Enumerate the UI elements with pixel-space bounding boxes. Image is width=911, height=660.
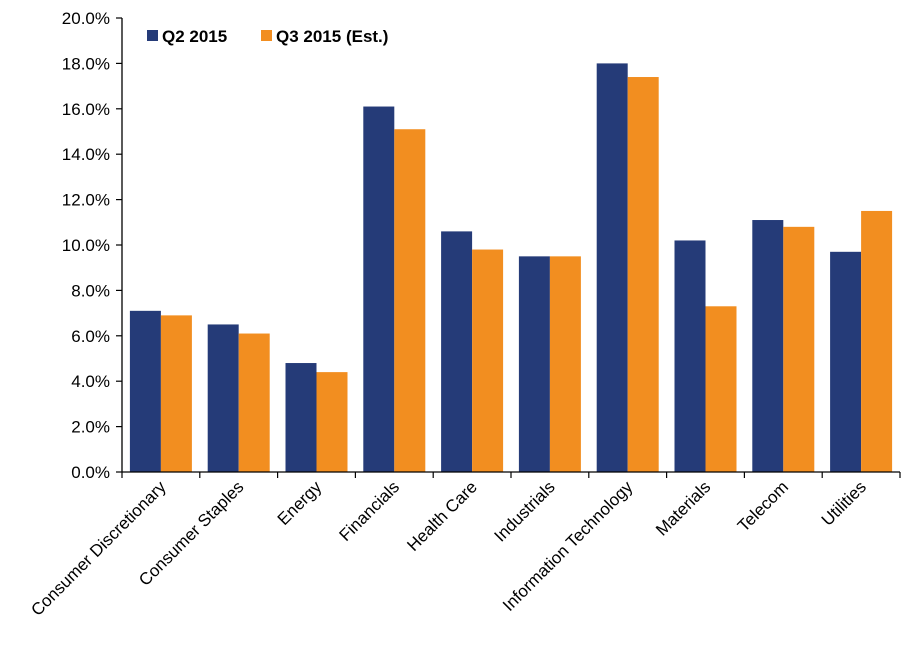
bar-q3-2015-est-8 xyxy=(783,226,815,472)
category-label: Energy xyxy=(274,477,326,529)
bar-q2-2015-8 xyxy=(752,220,784,472)
y-tick-label: 14.0% xyxy=(62,145,110,164)
category-label: Financials xyxy=(336,477,404,545)
bar-q2-2015-2 xyxy=(285,363,317,472)
y-tick-label: 12.0% xyxy=(62,191,110,210)
bar-q3-2015-est-5 xyxy=(549,256,581,472)
bar-q3-2015-est-1 xyxy=(238,333,270,472)
bar-q2-2015-4 xyxy=(441,231,473,472)
bar-q2-2015-6 xyxy=(596,63,628,473)
category-label: Telecom xyxy=(734,477,792,535)
y-tick-label: 8.0% xyxy=(71,281,110,300)
bar-q2-2015-9 xyxy=(830,251,862,472)
category-label: Industrials xyxy=(491,477,559,545)
y-tick-label: 18.0% xyxy=(62,54,110,73)
category-label: Consumer Discretionary xyxy=(27,477,170,620)
category-label: Information Technology xyxy=(499,477,637,615)
bar-q3-2015-est-2 xyxy=(316,372,348,472)
legend-label: Q3 2015 (Est.) xyxy=(276,27,388,46)
category-label: Utilities xyxy=(818,477,870,529)
legend-swatch xyxy=(147,30,158,41)
bar-q3-2015-est-7 xyxy=(705,306,737,472)
bar-q2-2015-7 xyxy=(674,240,706,472)
category-label: Materials xyxy=(652,477,714,539)
y-tick-label: 20.0% xyxy=(62,9,110,28)
bars-layer xyxy=(129,63,893,473)
bar-q3-2015-est-4 xyxy=(472,249,504,472)
bar-q2-2015-1 xyxy=(207,324,239,472)
y-tick-label: 4.0% xyxy=(71,372,110,391)
bar-q3-2015-est-9 xyxy=(861,210,893,472)
legend: Q2 2015 Q3 2015 (Est.) xyxy=(147,27,388,46)
bar-q3-2015-est-0 xyxy=(160,315,192,472)
bar-q3-2015-est-6 xyxy=(627,77,659,473)
bar-q2-2015-0 xyxy=(129,310,161,472)
y-tick-label: 2.0% xyxy=(71,418,110,437)
legend-label: Q2 2015 xyxy=(162,27,227,46)
y-axis-ticks: 0.0% 2.0% 4.0% 6.0% 8.0% 10.0% 12.0% 14.0% 16.0%… xyxy=(62,9,901,482)
y-tick-label: 16.0% xyxy=(62,100,110,119)
y-tick-label: 10.0% xyxy=(62,236,110,255)
bar-q3-2015-est-3 xyxy=(394,129,426,473)
y-tick-label: 6.0% xyxy=(71,327,110,346)
bar-q2-2015-3 xyxy=(363,106,395,472)
y-tick-label: 0.0% xyxy=(71,463,110,482)
category-label: Health Care xyxy=(403,477,481,555)
bar-q2-2015-5 xyxy=(518,256,550,472)
legend-swatch xyxy=(261,30,272,41)
